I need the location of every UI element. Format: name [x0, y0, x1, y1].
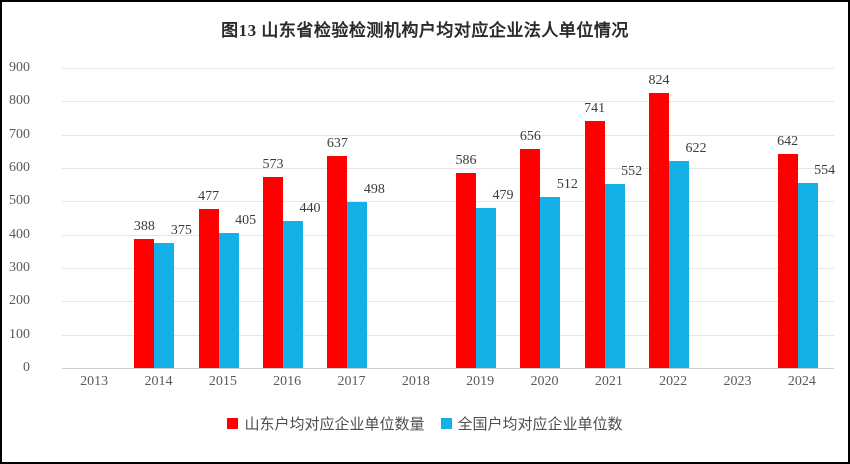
gridline-500: [62, 201, 834, 203]
chart-title: 图13 山东省检验检测机构户均对应企业法人单位情况: [221, 21, 629, 40]
bar-shandong-2020[interactable]: [520, 149, 541, 368]
y-tick-label-200: 200: [9, 293, 30, 309]
data-label-shandong-2024: 642: [777, 134, 799, 149]
gridline-300: [62, 268, 834, 269]
data-label-national-2019: 479: [492, 188, 514, 204]
bar-group-2020: 656 512: [512, 68, 578, 368]
bar-group-2024: 642 554: [770, 68, 836, 368]
bar-national-2021[interactable]: [604, 184, 625, 368]
legend-item-0[interactable]: 山东户均对应企业单位数量: [227, 413, 425, 434]
legend-item-1[interactable]: 全国户均对应企业单位数: [440, 413, 623, 434]
data-label-shandong-2017: 637: [326, 135, 348, 151]
bar-shandong-2021[interactable]: [584, 121, 605, 368]
gridline-700: [62, 134, 834, 136]
bar-group-2023: [705, 68, 769, 368]
bar-group-2015: 477 405: [191, 68, 257, 368]
legend-label-1: 全国户均对应企业单位数: [457, 416, 623, 433]
y-tick-label-400: 400: [9, 226, 30, 242]
bar-group-2013: [62, 68, 126, 368]
data-label-shandong-2021: 741: [584, 101, 606, 116]
y-tick-label-0: 0: [23, 360, 30, 375]
gridline-400: [62, 234, 834, 236]
x-tick-label-2015: 2015: [208, 374, 237, 389]
gridline-600: [62, 168, 834, 169]
x-tick-label-2018: 2018: [401, 374, 430, 389]
bar-shandong-2017[interactable]: [327, 155, 348, 368]
bar-shandong-2019[interactable]: [456, 172, 476, 368]
data-label-national-2017: 498: [363, 182, 385, 197]
bar-shandong-2015[interactable]: [198, 209, 219, 368]
bar-group-2022: 824 622: [641, 68, 707, 368]
bar-national-2019[interactable]: [476, 208, 496, 368]
bar-national-2020[interactable]: [540, 197, 561, 368]
y-tick-label-100: 100: [9, 326, 30, 342]
gridline-800: [62, 101, 834, 103]
bar-shandong-2016[interactable]: [263, 177, 283, 368]
x-tick-label-2013: 2013: [80, 374, 109, 389]
bar-group-2019: 586 479: [448, 68, 514, 368]
bar-national-2015[interactable]: [218, 233, 239, 368]
y-tick-label-800: 800: [9, 93, 30, 109]
data-label-national-2021: 552: [621, 164, 643, 179]
bar-shandong-2014[interactable]: [134, 238, 155, 368]
data-label-shandong-2015: 477: [198, 189, 220, 204]
bar-national-2017[interactable]: [347, 202, 368, 368]
data-label-national-2022: 622: [685, 140, 707, 156]
x-tick-label-2019: 2019: [466, 374, 495, 389]
x-tick-label-2016: 2016: [273, 374, 302, 389]
bar-group-2016: 573 440: [255, 68, 321, 368]
bar-group-2021: 741 552: [577, 68, 643, 368]
y-tick-label-500: 500: [9, 193, 30, 209]
data-label-shandong-2020: 656: [519, 129, 541, 145]
data-label-shandong-2016: 573: [262, 157, 284, 172]
square-marker-red: [227, 418, 239, 429]
x-tick-label-2024: 2024: [787, 374, 816, 389]
legend-label-0: 山东户均对应企业单位数量: [244, 416, 425, 433]
bar-group-2014: 388 375: [126, 68, 192, 368]
data-label-national-2024: 554: [814, 163, 836, 179]
data-label-national-2014: 375: [170, 223, 192, 238]
x-axis-tick-labels: 2013 2014 2015 2016 2017 2018 2019 2020 2021 2022…: [62, 374, 834, 396]
data-label-shandong-2022: 824: [648, 73, 670, 89]
bar-group-2018: [384, 68, 448, 368]
bar-series-layer: 388 375 477 405 573 440 637 498 586 479 656 512 741 5…: [62, 68, 836, 368]
x-tick-label-2023: 2023: [723, 374, 752, 389]
bar-shandong-2024[interactable]: [777, 154, 798, 368]
bar-group-2017: 637 498: [319, 68, 385, 368]
gridline-900: [62, 68, 834, 69]
data-label-national-2020: 512: [556, 177, 578, 193]
plot-area: 0 100 200 300 400 500 600 700 800 900 388 375 477 40…: [9, 60, 836, 375]
data-label-shandong-2019: 586: [455, 152, 477, 168]
bar-national-2022[interactable]: [669, 160, 689, 368]
data-label-national-2016: 440: [299, 201, 321, 217]
x-tick-label-2017: 2017: [337, 374, 366, 389]
data-label-national-2015: 405: [235, 213, 257, 228]
y-tick-label-300: 300: [9, 260, 30, 275]
x-tick-label-2021: 2021: [594, 374, 623, 389]
data-label-shandong-2014: 388: [133, 218, 155, 234]
x-tick-label-2020: 2020: [530, 374, 559, 389]
gridline-0: [62, 368, 834, 369]
x-tick-label-2022: 2022: [659, 374, 688, 389]
bar-national-2014[interactable]: [154, 243, 175, 368]
y-tick-label-900: 900: [9, 60, 30, 75]
chart-legend: 山东户均对应企业单位数量 全国户均对应企业单位数: [2, 413, 848, 434]
gridline-200: [62, 301, 834, 303]
bar-national-2024[interactable]: [797, 183, 818, 368]
gridline-100: [62, 334, 834, 336]
x-tick-label-2014: 2014: [144, 374, 173, 389]
bar-national-2016[interactable]: [283, 221, 303, 368]
square-marker-blue: [440, 418, 452, 429]
bar-shandong-2022[interactable]: [649, 93, 669, 368]
y-tick-label-600: 600: [9, 160, 30, 175]
y-tick-label-700: 700: [9, 126, 30, 142]
